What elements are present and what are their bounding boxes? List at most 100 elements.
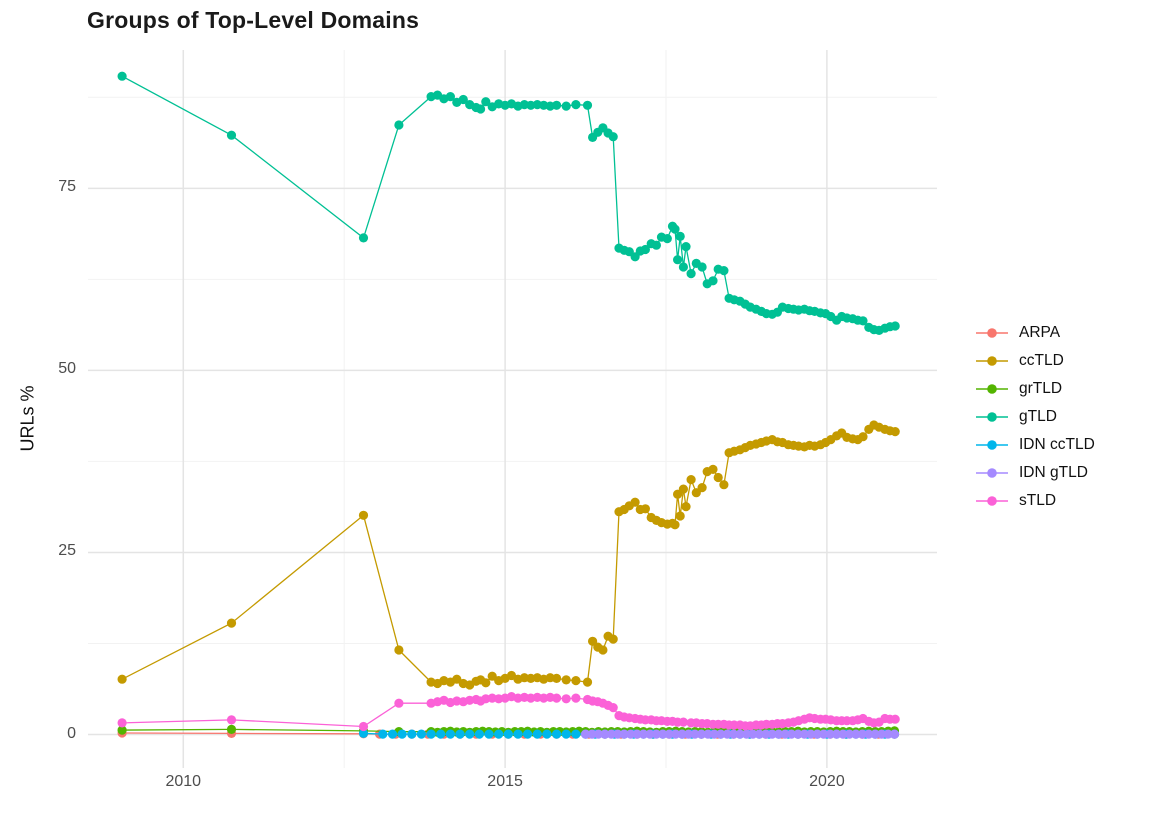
- data-point: [697, 483, 707, 493]
- data-point: [436, 729, 446, 739]
- data-point: [806, 729, 816, 739]
- data-point: [552, 693, 562, 703]
- data-point: [523, 729, 533, 739]
- data-point: [767, 729, 777, 739]
- legend-key-icon: [976, 496, 1008, 506]
- data-point: [697, 262, 707, 272]
- data-point: [503, 729, 513, 739]
- data-point: [452, 674, 462, 684]
- data-point: [394, 645, 404, 655]
- data-point: [819, 729, 829, 739]
- data-point: [696, 729, 707, 739]
- data-point: [476, 104, 486, 114]
- data-point: [662, 234, 672, 244]
- data-point: [708, 464, 718, 474]
- data-point: [716, 729, 726, 739]
- data-point: [883, 729, 893, 739]
- data-point: [709, 729, 719, 739]
- data-point: [608, 703, 618, 713]
- legend-item-label: grTLD: [1019, 380, 1063, 397]
- data-point: [719, 266, 729, 276]
- legend-key-icon: [976, 328, 1008, 338]
- data-point: [838, 729, 848, 739]
- data-point: [678, 484, 689, 494]
- data-point: [571, 729, 581, 739]
- data-point: [675, 511, 685, 521]
- data-point: [394, 120, 404, 130]
- data-point: [681, 242, 691, 252]
- legend-item-label: ARPA: [1019, 324, 1061, 341]
- data-point: [226, 724, 237, 735]
- data-point: [397, 729, 407, 739]
- data-point: [587, 729, 597, 739]
- data-point: [741, 729, 752, 739]
- data-point: [857, 729, 867, 739]
- data-point: [651, 240, 662, 250]
- legend-item-label: gTLD: [1019, 408, 1057, 425]
- data-point: [678, 717, 689, 727]
- data-point: [571, 693, 581, 703]
- data-point: [799, 729, 810, 739]
- data-point: [358, 728, 369, 739]
- legend-item: ccTLD: [976, 347, 1095, 375]
- series-line: [121, 424, 896, 686]
- data-point: [532, 729, 542, 739]
- data-point: [561, 675, 571, 685]
- data-point: [671, 729, 681, 739]
- data-point: [552, 100, 562, 110]
- data-point: [358, 510, 369, 520]
- data-point: [786, 729, 797, 739]
- data-point: [407, 729, 417, 739]
- data-point: [582, 677, 593, 687]
- data-point: [608, 634, 618, 644]
- data-point: [890, 321, 900, 331]
- data-point: [678, 262, 689, 272]
- legend-key-icon: [976, 384, 1008, 394]
- y-tick-label: 0: [67, 724, 76, 742]
- data-point: [832, 729, 842, 739]
- data-point: [632, 729, 642, 739]
- data-point: [416, 729, 426, 739]
- plot-panel: [88, 50, 937, 768]
- data-point: [481, 97, 491, 107]
- legend-item-label: IDN gTLD: [1019, 464, 1088, 481]
- data-point: [889, 729, 900, 739]
- data-point: [226, 130, 237, 140]
- data-point: [890, 714, 900, 724]
- data-point: [638, 729, 649, 739]
- data-point: [455, 729, 465, 739]
- data-point: [117, 71, 127, 81]
- data-point: [445, 92, 455, 102]
- data-point: [358, 721, 369, 732]
- data-point: [426, 729, 436, 739]
- data-point: [670, 520, 680, 530]
- data-point: [606, 729, 616, 739]
- data-point: [387, 729, 398, 739]
- data-point: [226, 618, 237, 628]
- legend-item-label: sTLD: [1019, 492, 1057, 509]
- data-point: [713, 472, 723, 483]
- data-point: [552, 673, 562, 684]
- data-point: [651, 729, 662, 739]
- data-point: [793, 729, 803, 739]
- data-point: [378, 729, 388, 739]
- data-point: [877, 729, 887, 739]
- data-point: [581, 729, 591, 739]
- y-tick-label: 25: [58, 542, 76, 560]
- plot-area: [88, 50, 937, 768]
- data-point: [484, 729, 494, 739]
- data-point: [844, 729, 855, 739]
- legend-item: IDN gTLD: [976, 459, 1095, 487]
- data-point: [670, 224, 680, 234]
- data-point: [851, 729, 861, 739]
- data-point: [481, 678, 491, 688]
- data-point: [748, 729, 758, 739]
- data-point: [729, 729, 739, 739]
- legend-item-label: IDN ccTLD: [1019, 436, 1095, 453]
- data-point: [394, 698, 404, 708]
- data-point: [664, 729, 674, 739]
- chart-title: Groups of Top-Level Domains: [87, 7, 420, 33]
- data-point: [445, 729, 455, 739]
- data-point: [465, 729, 475, 739]
- data-point: [722, 729, 732, 739]
